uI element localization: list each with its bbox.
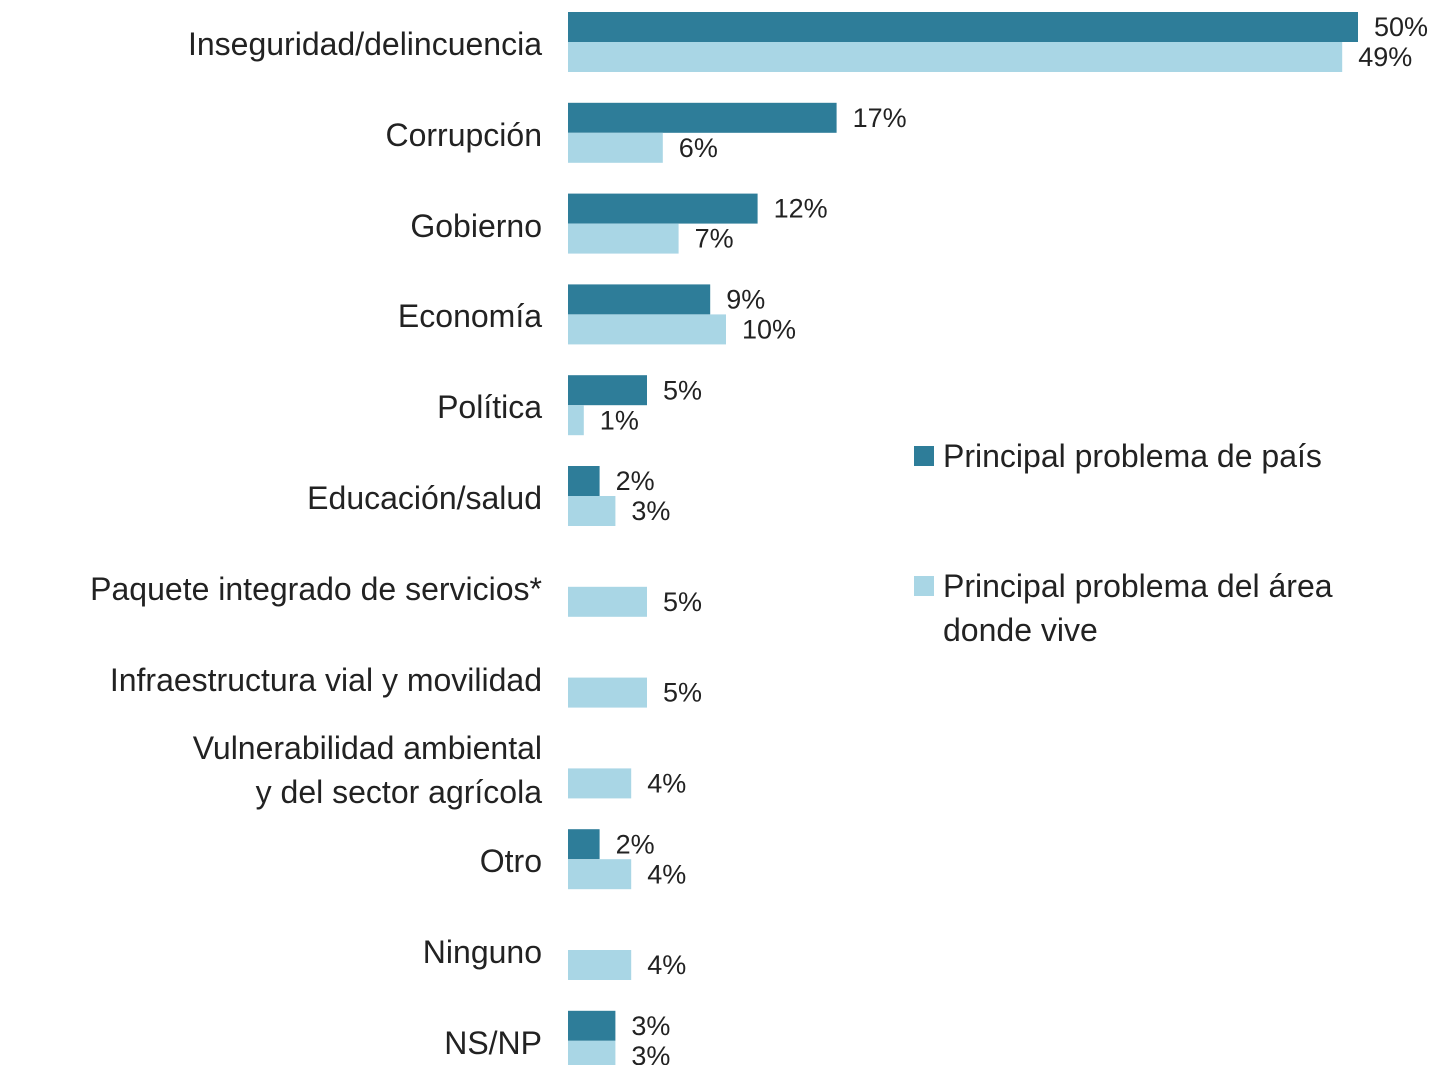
value-label: 10%	[742, 315, 796, 345]
bar	[568, 12, 1358, 42]
value-label: 3%	[631, 496, 670, 526]
bar	[568, 859, 632, 890]
bar	[568, 586, 647, 617]
legend-label: Principal problema del área donde vive	[943, 568, 1333, 648]
category-label: Gobierno	[410, 207, 542, 244]
value-label: 4%	[647, 859, 686, 889]
category-label: Educación/salud	[307, 480, 542, 516]
value-label: 17%	[853, 103, 907, 133]
value-label: 5%	[663, 587, 702, 617]
value-label: 5%	[663, 678, 702, 708]
category-label: Infraestructura vial y movilidad	[109, 661, 542, 698]
value-label: 6%	[679, 133, 718, 163]
category-label: Paquete integrado de servicios*	[90, 570, 542, 607]
bar	[568, 284, 711, 315]
bar	[568, 677, 647, 708]
bar	[568, 102, 837, 133]
value-label: 5%	[663, 375, 702, 405]
bar	[568, 466, 600, 496]
value-label: 49%	[1358, 42, 1412, 72]
category-label: Otro	[479, 843, 542, 880]
value-label: 3%	[631, 1011, 670, 1041]
bar	[568, 42, 1343, 72]
bar	[568, 223, 679, 254]
value-label: 2%	[616, 829, 655, 859]
category-label: Economía	[397, 298, 542, 335]
bar	[568, 768, 632, 799]
bar	[568, 193, 758, 224]
bar	[568, 950, 632, 980]
category-label: Inseguridad/delincuencia	[187, 26, 542, 62]
value-label: 4%	[647, 950, 686, 980]
category-label: Vulnerabilidad ambiental y del sector ag…	[192, 730, 542, 811]
value-label: 12%	[774, 194, 828, 224]
value-label: 4%	[647, 769, 686, 799]
value-label: 9%	[726, 285, 765, 315]
bar	[568, 1040, 616, 1065]
category-label: NS/NP	[444, 1024, 542, 1061]
value-label: 1%	[600, 405, 639, 435]
category-label: Corrupción	[385, 116, 542, 153]
value-label: 2%	[616, 466, 655, 496]
value-label: 3%	[631, 1041, 670, 1065]
legend-label: Principal problema de país	[943, 438, 1322, 474]
bar	[568, 829, 600, 860]
legend-swatch	[914, 576, 934, 596]
bar	[568, 496, 616, 526]
value-label: 50%	[1374, 12, 1428, 42]
legend-swatch	[914, 446, 934, 466]
bar	[568, 375, 647, 406]
value-label: 7%	[695, 224, 734, 254]
bar	[568, 314, 726, 345]
category-label: Ninguno	[422, 934, 542, 970]
bar	[568, 1010, 616, 1041]
bar	[568, 132, 663, 163]
bar	[568, 405, 584, 436]
category-label: Política	[437, 389, 542, 426]
